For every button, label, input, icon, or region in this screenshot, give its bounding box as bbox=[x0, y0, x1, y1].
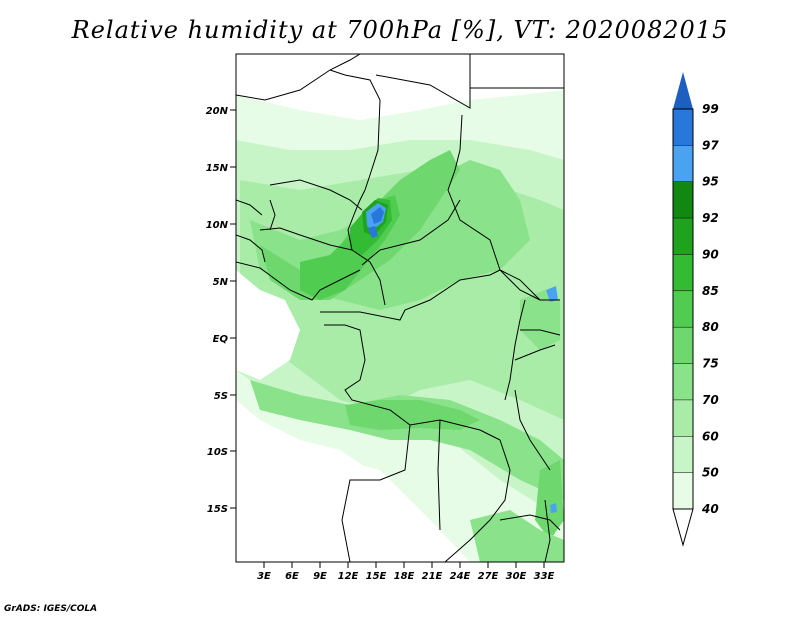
colorbar-segment bbox=[673, 218, 693, 255]
lat-label-10n: 10N bbox=[206, 220, 229, 231]
colorbar-label: 70 bbox=[702, 393, 719, 407]
lon-label-18e: 18E bbox=[394, 571, 415, 582]
lat-label-5s: 5S bbox=[214, 391, 228, 402]
lat-label-5n: 5N bbox=[213, 277, 229, 288]
latitude-axis: 20N 15N 10N 5N EQ 5S 10S 15S bbox=[206, 106, 236, 515]
colorbar-label: 50 bbox=[702, 466, 719, 480]
colorbar-segment bbox=[673, 254, 693, 291]
colorbar-segment bbox=[673, 109, 693, 146]
colorbar-segment bbox=[673, 145, 693, 182]
lon-label-9e: 9E bbox=[313, 571, 327, 582]
colorbar: 40 50 60 70 75 80 85 90 92 95 97 99 bbox=[672, 72, 719, 547]
map-frame bbox=[235, 53, 565, 563]
lon-label-33e: 33E bbox=[534, 571, 555, 582]
longitude-axis: 3E 6E 9E 12E 15E 18E 21E 24E 27E 30E 33E bbox=[257, 562, 555, 582]
colorbar-segment bbox=[673, 181, 693, 219]
colorbar-label: 40 bbox=[701, 502, 719, 516]
lat-label-15n: 15N bbox=[206, 163, 229, 174]
lat-label-10s: 10S bbox=[207, 447, 228, 458]
colorbar-segment bbox=[673, 290, 693, 328]
country-borders bbox=[236, 54, 564, 562]
credit-text: GrADS: IGES/COLA bbox=[4, 604, 98, 614]
lon-label-30e: 30E bbox=[506, 571, 527, 582]
colorbar-segment bbox=[673, 436, 693, 473]
lon-label-21e: 21E bbox=[422, 571, 443, 582]
lon-label-3e: 3E bbox=[257, 571, 271, 582]
chart-title: Relative humidity at 700hPa [%], VT: 202… bbox=[71, 16, 729, 44]
colorbar-label: 75 bbox=[702, 357, 719, 371]
humidity-field bbox=[236, 54, 564, 562]
lat-label-eq: EQ bbox=[213, 334, 229, 345]
lon-label-15e: 15E bbox=[366, 571, 387, 582]
colorbar-label: 80 bbox=[702, 320, 719, 334]
colorbar-label: 99 bbox=[702, 102, 719, 116]
colorbar-max-arrow bbox=[673, 72, 693, 109]
colorbar-segment bbox=[673, 363, 693, 400]
colorbar-label: 90 bbox=[702, 247, 719, 261]
colorbar-segment bbox=[673, 472, 693, 509]
colorbar-min-arrow bbox=[672, 508, 694, 547]
colorbar-segment bbox=[673, 327, 693, 364]
lat-label-20n: 20N bbox=[206, 106, 229, 117]
colorbar-segment bbox=[673, 399, 693, 437]
colorbar-label: 95 bbox=[702, 175, 719, 189]
lon-label-24e: 24E bbox=[450, 571, 471, 582]
colorbar-label: 85 bbox=[702, 284, 719, 298]
lon-label-6e: 6E bbox=[285, 571, 299, 582]
lon-label-12e: 12E bbox=[338, 571, 359, 582]
colorbar-label: 60 bbox=[702, 429, 719, 443]
colorbar-label: 92 bbox=[702, 211, 719, 225]
lat-label-15s: 15S bbox=[207, 504, 228, 515]
colorbar-label: 97 bbox=[702, 138, 719, 152]
lon-label-27e: 27E bbox=[478, 571, 499, 582]
